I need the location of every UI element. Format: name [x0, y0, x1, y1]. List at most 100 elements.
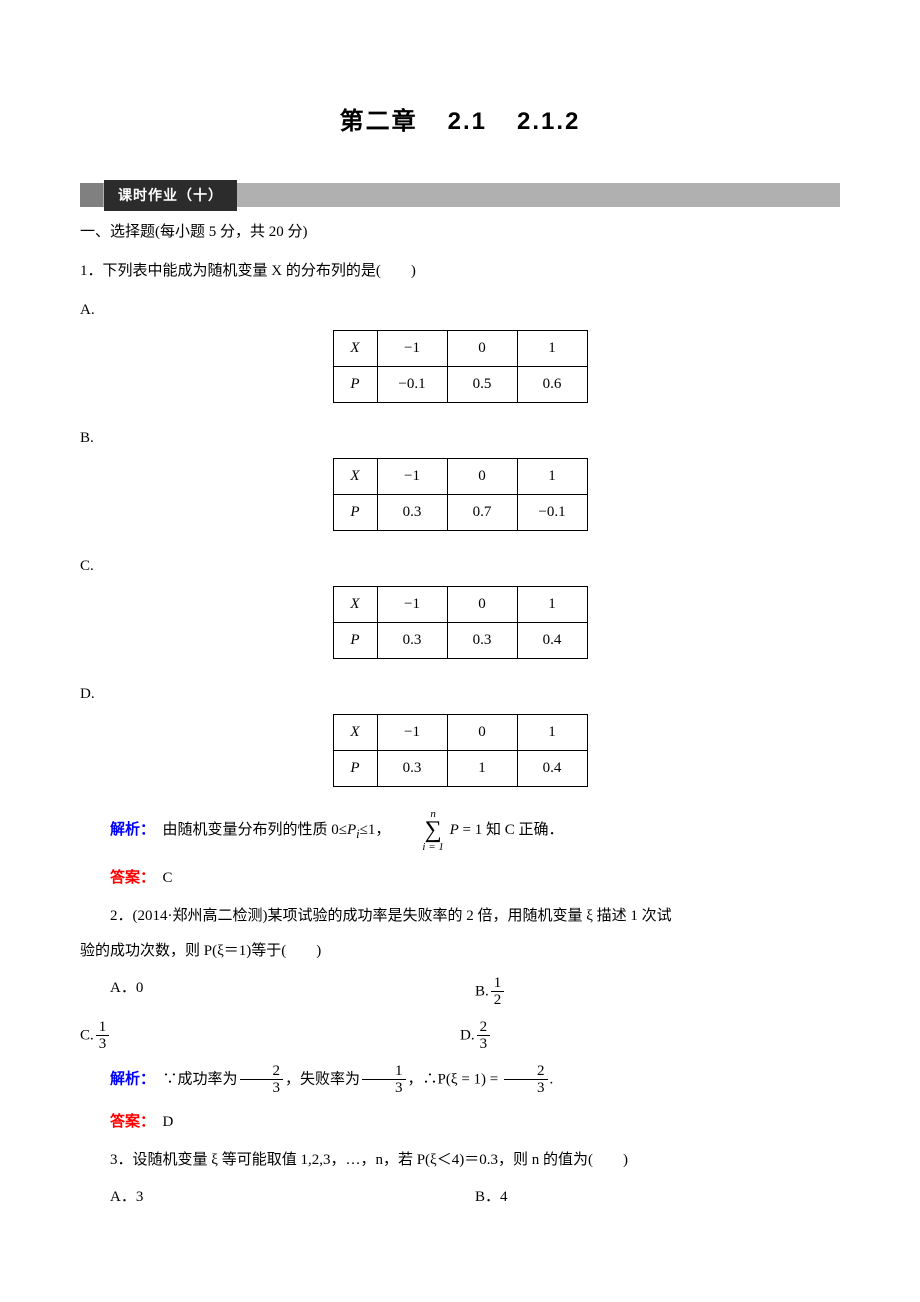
q2-optD: D.23 [460, 1019, 840, 1053]
frac-den: 3 [96, 1036, 110, 1053]
q2-t1: ∵成功率为 [148, 1071, 238, 1087]
frac-den: 2 [491, 992, 505, 1009]
q1-optA-label: A. [80, 297, 840, 324]
q2-analysis: 解析： ∵成功率为23，失败率为13，∴P(ξ = 1) = 23. [80, 1063, 840, 1097]
q3-optA: A．3 [110, 1184, 475, 1211]
table-cell: 0.5 [447, 367, 517, 403]
q1-table-D: X −1 0 1 P 0.3 1 0.4 [333, 714, 588, 787]
answer-label: 答案： [110, 1113, 148, 1130]
q1-analysis-mid: ≤1， [360, 822, 391, 838]
q2-answer-value: D [148, 1114, 174, 1130]
fraction: 13 [362, 1063, 406, 1097]
chapter-part2: 2.1 [448, 108, 487, 135]
sum-body: P [450, 822, 459, 838]
table-cell: 0.3 [377, 495, 447, 531]
q2-options-row2: C.13 D.23 [80, 1019, 840, 1053]
fraction: 13 [96, 1019, 110, 1053]
q1-analysis-pre: 由随机变量分布列的性质 0≤ [148, 822, 347, 838]
analysis-label: 解析： [110, 1070, 148, 1087]
q1-answer: 答案： C [80, 863, 840, 893]
fraction: 23 [477, 1019, 491, 1053]
q3-options-row: A．3 B．4 [110, 1184, 840, 1211]
table-cell: −0.1 [517, 495, 587, 531]
frac-num: 2 [477, 1019, 491, 1037]
table-cell: X [333, 587, 377, 623]
frac-num: 1 [491, 975, 505, 993]
table-cell: 0.4 [517, 623, 587, 659]
q1-answer-value: C [148, 870, 173, 886]
frac-den: 3 [477, 1036, 491, 1053]
table-cell: X [333, 331, 377, 367]
q1-optB-label: B. [80, 425, 840, 452]
q2-optC-label: C. [80, 1027, 94, 1043]
q1-analysis: 解析： 由随机变量分布列的性质 0≤Pi≤1，n∑i = 1 P = 1 知 C… [80, 809, 840, 853]
table-cell: 0.3 [447, 623, 517, 659]
table-cell: 1 [517, 715, 587, 751]
q1-sum-eq: = 1 知 C 正确． [459, 822, 564, 838]
frac-den: 3 [362, 1080, 406, 1097]
q1-text: 1．下列表中能成为随机变量 X 的分布列的是( ) [80, 258, 840, 285]
chapter-title: 第二章2.12.1.2 [80, 100, 840, 143]
q1-table-A: X −1 0 1 P −0.1 0.5 0.6 [333, 330, 588, 403]
table-cell: −0.1 [377, 367, 447, 403]
table-cell: −1 [377, 331, 447, 367]
analysis-label: 解析： [110, 821, 148, 838]
fraction: 23 [504, 1063, 548, 1097]
sum-bot: i = 1 [392, 842, 443, 853]
table-cell: 0.4 [517, 751, 587, 787]
table-cell: 0 [447, 331, 517, 367]
table-cell: 0 [447, 459, 517, 495]
frac-num: 1 [96, 1019, 110, 1037]
q3-text: 3．设随机变量 ξ 等可能取值 1,2,3，…，n，若 P(ξ＜4)＝0.3，则… [80, 1147, 840, 1174]
table-cell: 1 [447, 751, 517, 787]
table-cell: −1 [377, 587, 447, 623]
table-cell: P [333, 623, 377, 659]
q2-answer: 答案： D [80, 1107, 840, 1137]
q2-optA: A．0 [110, 975, 475, 1009]
section1-heading: 一、选择题(每小题 5 分，共 20 分) [80, 219, 840, 246]
table-cell: X [333, 715, 377, 751]
frac-den: 3 [504, 1080, 548, 1097]
frac-num: 2 [504, 1063, 548, 1081]
frac-num: 2 [240, 1063, 284, 1081]
q2-text-line2: 验的成功次数，则 P(ξ＝1)等于( ) [80, 938, 840, 965]
q1-table-B: X −1 0 1 P 0.3 0.7 −0.1 [333, 458, 588, 531]
section-bar-label: 课时作业（十） [104, 180, 237, 211]
table-cell: −1 [377, 715, 447, 751]
table-cell: 1 [517, 459, 587, 495]
table-cell: 0 [447, 587, 517, 623]
q1-optC-label: C. [80, 553, 840, 580]
table-cell: P [333, 751, 377, 787]
section-bar: 课时作业（十） [80, 183, 840, 207]
table-cell: 1 [517, 331, 587, 367]
table-cell: P [333, 495, 377, 531]
table-cell: −1 [377, 459, 447, 495]
table-cell: 0.6 [517, 367, 587, 403]
frac-num: 1 [362, 1063, 406, 1081]
q2-t4: . [550, 1071, 554, 1087]
chapter-part3: 2.1.2 [517, 108, 580, 135]
q2-t2: ，失败率为 [285, 1071, 360, 1087]
sum-symbol: n∑i = 1 [392, 809, 443, 853]
table-cell: X [333, 459, 377, 495]
table-cell: 0.7 [447, 495, 517, 531]
q2-text-line1: 2．(2014·郑州高二检测)某项试验的成功率是失败率的 2 倍，用随机变量 ξ… [80, 903, 840, 930]
q2-options-row1: A．0 B.12 [110, 975, 840, 1009]
q1-pi: P [347, 822, 356, 838]
q2-optD-label: D. [460, 1027, 475, 1043]
fraction: 12 [491, 975, 505, 1009]
table-cell: 0 [447, 715, 517, 751]
table-cell: 1 [517, 587, 587, 623]
q2-optB: B.12 [475, 975, 840, 1009]
table-cell: 0.3 [377, 623, 447, 659]
table-cell: P [333, 367, 377, 403]
q2-optC: C.13 [80, 1019, 460, 1053]
frac-den: 3 [240, 1080, 284, 1097]
answer-label: 答案： [110, 869, 148, 886]
table-cell: 0.3 [377, 751, 447, 787]
q2-optB-label: B. [475, 983, 489, 999]
sigma-icon: ∑ [392, 820, 443, 842]
q1-optD-label: D. [80, 681, 840, 708]
q1-table-C: X −1 0 1 P 0.3 0.3 0.4 [333, 586, 588, 659]
fraction: 23 [240, 1063, 284, 1097]
